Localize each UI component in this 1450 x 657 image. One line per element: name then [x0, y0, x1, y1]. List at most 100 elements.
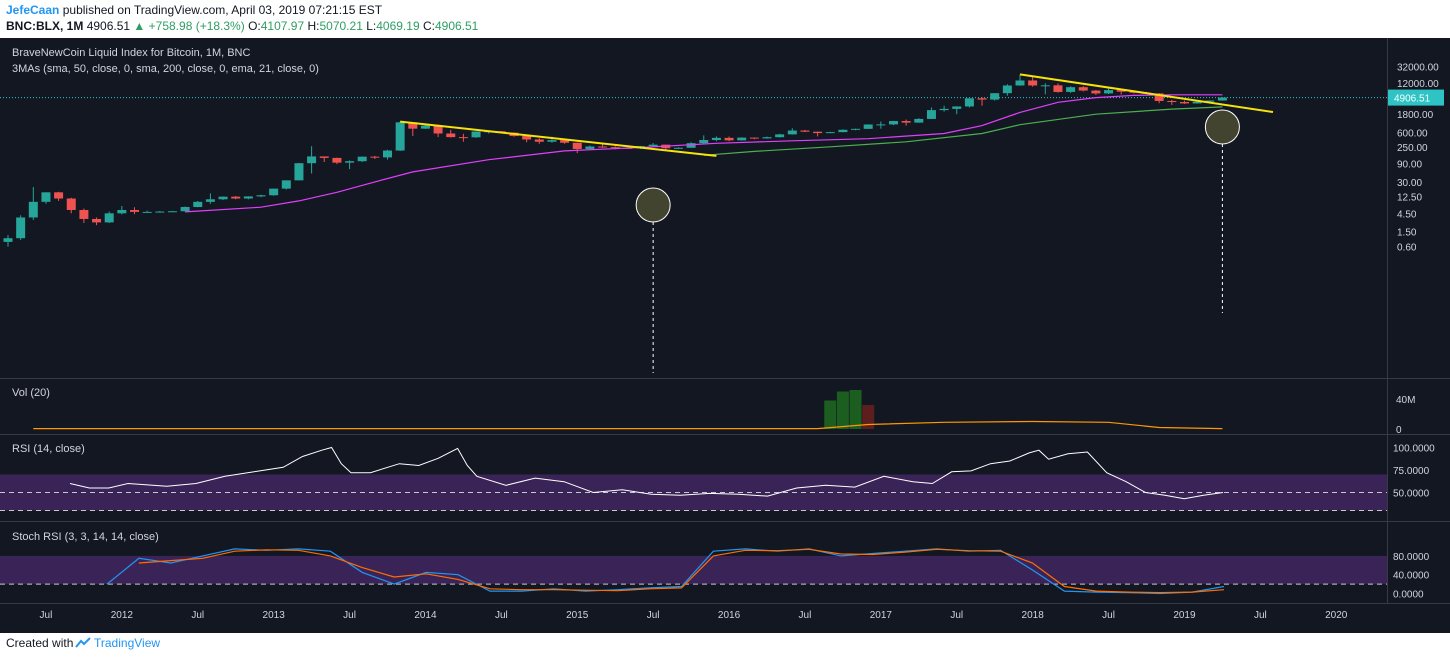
volume-tick-label: 40M: [1396, 395, 1415, 406]
candle: [395, 121, 405, 151]
candle-body: [1053, 85, 1063, 92]
up-arrow-icon: ▲: [133, 19, 146, 33]
candle-body: [926, 110, 936, 119]
candle-body: [876, 124, 886, 126]
candle-body: [446, 133, 456, 138]
candle: [281, 180, 291, 190]
candle: [446, 129, 456, 138]
volume-ma-line: [33, 420, 1223, 430]
candle: [370, 155, 380, 159]
candle: [711, 136, 721, 142]
candle-body: [420, 125, 430, 129]
time-tick-label: 2012: [111, 610, 134, 621]
open-label: O:: [248, 19, 261, 33]
candle: [117, 206, 127, 215]
candle: [104, 211, 114, 224]
candle: [1015, 74, 1025, 86]
candle-body: [787, 130, 797, 135]
candle-body: [648, 144, 658, 147]
axes: 32000.00 12000.00 4906.51 1800.00 600.00 250.…: [40, 63, 1444, 621]
candle-body: [775, 134, 785, 138]
candle-body: [572, 142, 582, 149]
candle: [1078, 85, 1088, 92]
candle-body: [699, 139, 709, 144]
candle: [851, 128, 861, 131]
candle-body: [408, 122, 418, 129]
candle: [256, 194, 266, 198]
footer: Created with TradingView: [0, 633, 1450, 657]
candle: [28, 187, 38, 221]
price-tick-label: 12000.00: [1397, 79, 1439, 90]
candle-body: [1116, 90, 1126, 92]
candle-body: [66, 198, 76, 210]
candle: [1066, 86, 1076, 93]
candle-body: [598, 146, 608, 148]
candle-body: [560, 140, 570, 143]
time-tick-label: 2014: [414, 610, 437, 621]
candle-body: [1066, 87, 1076, 92]
candle-body: [104, 213, 114, 223]
high-value: 5070.21: [319, 19, 363, 33]
candle-body: [319, 156, 329, 158]
candle: [471, 131, 481, 138]
candle-body: [1205, 100, 1215, 102]
candle: [433, 124, 443, 138]
candle: [79, 208, 89, 224]
highlight-circle: [1204, 109, 1240, 145]
candle-body: [749, 137, 759, 139]
candle-body: [800, 130, 810, 132]
candle-body: [1040, 85, 1050, 87]
candle-body: [345, 161, 355, 163]
stoch-tick-label: 40.0000: [1393, 571, 1430, 582]
candle-body: [269, 188, 279, 196]
candle: [383, 149, 392, 160]
candle: [345, 160, 355, 170]
candle-body: [964, 98, 974, 107]
candle: [901, 119, 911, 126]
candle: [167, 210, 177, 213]
candle-body: [231, 196, 241, 199]
candle-body: [205, 199, 215, 202]
candle: [964, 98, 974, 108]
candle-body: [838, 129, 848, 133]
candle: [522, 135, 532, 143]
candle: [218, 196, 228, 201]
candle-body: [357, 156, 367, 162]
ohlc-line: BNC:BLX, 1M 4906.51 ▲ +758.98 (+18.3%) O…: [6, 19, 478, 33]
candle: [3, 235, 13, 247]
candle-body: [281, 180, 291, 189]
candle: [724, 136, 734, 142]
candle-body: [307, 156, 317, 164]
candle-body: [711, 137, 721, 140]
candle: [699, 135, 709, 144]
rsi-tick-label: 50.0000: [1393, 489, 1430, 500]
tradingview-link[interactable]: TradingView: [94, 636, 161, 650]
change-value: +758.98 (+18.3%): [148, 19, 245, 33]
sma-50-line: [185, 94, 1223, 213]
candle-body: [863, 124, 873, 129]
time-tick-label: Jul: [495, 610, 508, 621]
price-tick-label: 4.50: [1397, 209, 1417, 220]
author-name[interactable]: JefeCaan: [6, 3, 60, 17]
last-price: 4906.51: [86, 19, 131, 33]
chart-canvas[interactable]: 32000.00 12000.00 4906.51 1800.00 600.00 250.…: [0, 38, 1450, 633]
candle: [193, 200, 203, 208]
candle: [838, 129, 848, 133]
candle: [332, 157, 342, 165]
stoch-tick-label: 0.0000: [1393, 590, 1424, 601]
time-tick-label: 2020: [1325, 610, 1348, 621]
candle-body: [180, 206, 190, 212]
candle-body: [395, 122, 405, 151]
time-tick-label: Jul: [1102, 610, 1115, 621]
candle-body: [471, 131, 481, 138]
price-tick-label: 1800.00: [1397, 110, 1434, 121]
candle: [357, 156, 367, 162]
candle: [1053, 83, 1063, 93]
low-value: 4069.19: [376, 19, 420, 33]
time-tick-label: 2016: [718, 610, 741, 621]
candle-body: [1167, 100, 1177, 103]
volume-bar: [836, 391, 849, 429]
candle-body: [155, 211, 165, 213]
candle: [458, 133, 468, 142]
candle: [1040, 83, 1050, 95]
